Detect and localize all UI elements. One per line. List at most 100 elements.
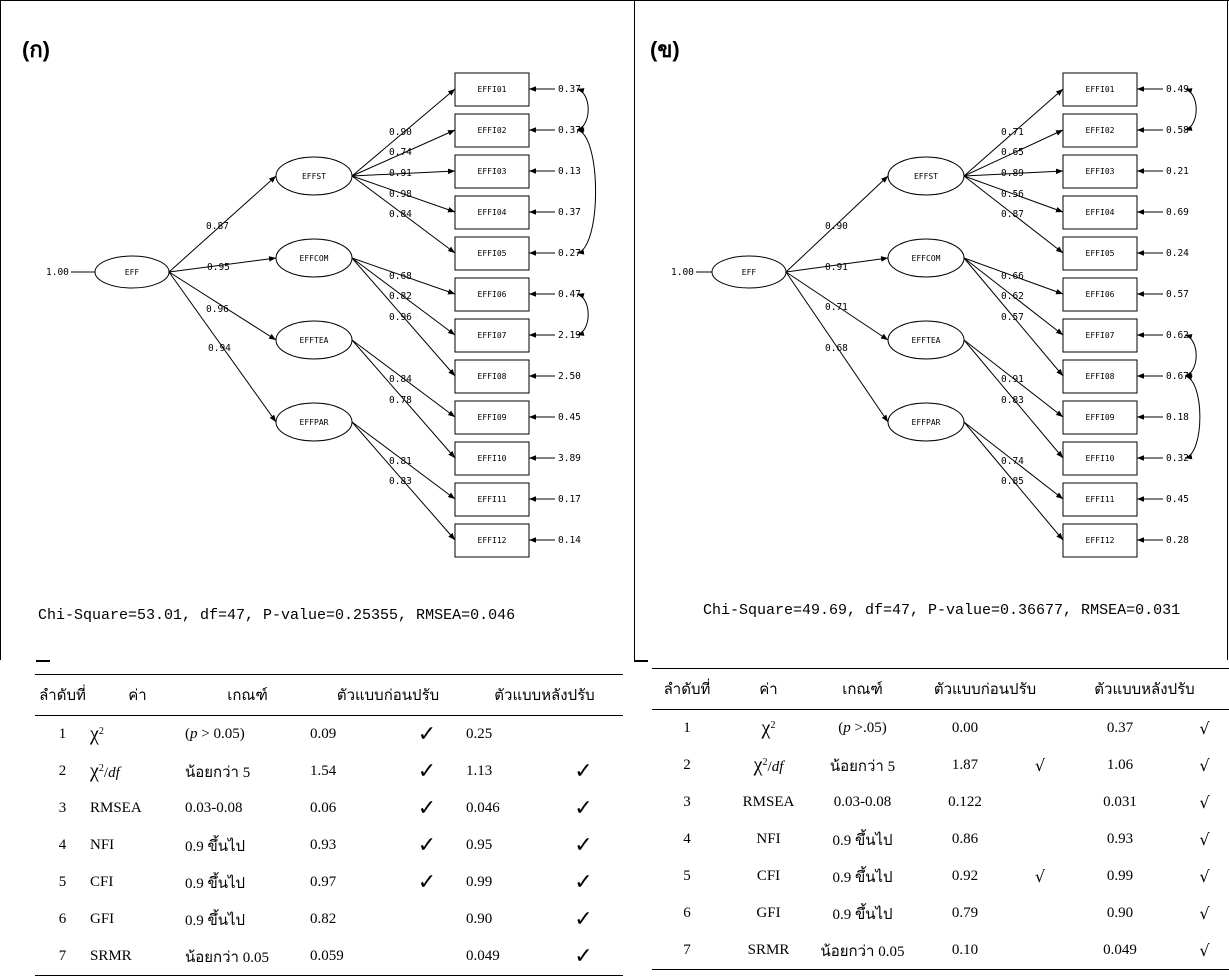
indicator-path-arrow [963,168,1064,177]
indicator-path-arrow [963,88,1064,177]
indicator-box [454,482,530,517]
table-row: 2 χ2/df น้อยกว่า 5 1.54 ✓ 1.13 ✓ [35,753,623,790]
factor-loading-label: 0.90 [825,221,848,232]
error-variance-label: 0.45 [558,412,581,423]
indicator-name: EFFI06 [1086,290,1115,299]
indicator-name: EFFI09 [1086,413,1115,422]
indicator-box [1062,359,1138,394]
table-header-cell: ตัวแบบก่อนปรับ [933,682,1037,698]
error-variance-label: 0.32 [1166,453,1189,464]
factor-latent-name: EFFST [914,172,938,181]
fit-index-cell: GFI [90,911,115,927]
indicator-box [1062,400,1138,435]
indicator-path-arrow [351,168,456,177]
error-variance-label: 2.50 [558,371,581,382]
indicator-loading-label: 0.98 [389,189,412,200]
indicator-loading-label: 0.65 [1001,147,1024,158]
indicator-loading-label: 0.56 [1001,189,1024,200]
criterion-cell: น้อยกว่า 0.05 [185,949,269,966]
criterion-cell: (p >.05) [838,720,887,736]
panel-a-corner-tick [36,660,50,662]
after-value-cell: 0.90 [1106,905,1134,921]
factor-loading-label: 0.94 [208,343,231,354]
error-covariance-arc [1184,88,1197,131]
table-row: 1 χ2 (p >.05) 0.00 0.37 √ [652,710,1229,748]
fit-index-cell: χ2 [90,723,104,745]
panel-b-fit-statistics: Chi-Square=49.69, df=47, P-value=0.36677… [703,602,1181,619]
indicator-box [454,400,530,435]
indicator-name: EFFI02 [478,126,507,135]
error-variance-label: 0.67 [1166,371,1189,382]
factor-latent-name: EFFST [302,172,326,181]
before-check-mark: ✓ [417,870,437,895]
error-variance-label: 0.14 [558,535,581,546]
indicator-name: EFFI10 [478,454,507,463]
table-row: 2 χ2/df น้อยกว่า 5 1.87 √ 1.06 √ [652,747,1229,784]
error-variance-label: 0.21 [1166,166,1189,177]
indicator-name: EFFI11 [478,495,507,504]
row-number-cell: 1 [683,720,691,736]
indicator-name: EFFI07 [478,331,507,340]
indicator-path-arrow [351,421,456,541]
indicator-loading-label: 0.87 [1001,209,1024,220]
row-number-cell: 3 [683,794,691,810]
frame-divider [634,0,635,660]
before-value-cell: 0.82 [310,911,337,927]
indicator-loading-label: 0.85 [1001,476,1024,487]
indicator-box [454,195,530,230]
frame-left-border [0,0,1,660]
indicator-loading-label: 0.81 [389,456,412,467]
error-variance-label: 2.19 [558,330,581,341]
before-value-cell: 1.54 [310,763,337,779]
indicator-name: EFFI05 [478,249,507,258]
error-variance-label: 0.49 [1166,84,1189,95]
error-variance-label: 0.58 [1166,125,1189,136]
table-header-cell: ลำดับที่ [663,682,711,698]
after-check-mark: ✓ [574,796,593,821]
fit-index-cell: GFI [756,905,781,921]
fit-index-cell: RMSEA [90,800,142,816]
before-value-cell: 0.059 [310,948,344,964]
factor-loading-label: 0.95 [207,262,230,273]
indicator-loading-label: 0.66 [1001,271,1024,282]
after-check-mark: √ [1199,756,1210,775]
after-check-mark: ✓ [574,759,593,784]
indicator-loading-label: 0.89 [1001,168,1024,179]
indicator-loading-label: 0.91 [1001,374,1024,385]
table-header-cell: ค่า [128,688,147,704]
root-latent-name: EFF [742,268,757,277]
indicator-box [454,318,530,353]
before-value-cell: 0.122 [948,794,982,810]
error-covariance-arc [576,128,596,255]
panel-a-fit-table: ลำดับที่ ค่า เกณฑ์ ตัวแบบก่อนปรับ ตัวแบบหลัง… [35,674,623,976]
row-number-cell: 7 [58,948,67,964]
row-number-cell: 5 [58,874,67,890]
after-check-mark: √ [1199,867,1210,886]
table-row: 3 RMSEA 0.03-0.08 0.06 ✓ 0.046 ✓ [35,790,623,827]
indicator-loading-label: 0.74 [1001,456,1024,467]
after-check-mark: √ [1199,941,1210,960]
after-value-cell: 0.049 [1103,942,1137,958]
error-covariance-arc [1184,374,1201,460]
indicator-path-arrow [351,339,456,418]
indicator-path-arrow [963,175,1064,254]
after-value-cell: 0.95 [466,837,493,853]
factor-loading-label: 0.68 [825,343,848,354]
after-value-cell: 0.99 [466,874,493,890]
frame-top-border [0,0,1229,1]
before-value-cell: 0.10 [951,942,979,958]
indicator-loading-label: 0.68 [389,271,412,282]
root-variance-label: 1.00 [671,267,694,278]
table-row: 1 χ2 (p > 0.05) 0.09 ✓ 0.25 [35,716,623,754]
factor-path-arrow [168,256,277,273]
after-check-mark: √ [1199,830,1210,849]
criterion-cell: 0.9 ขึ้นไป [832,869,893,886]
indicator-name: EFFI04 [1086,208,1115,217]
error-variance-label: 0.37 [558,125,581,136]
indicator-path-arrow [351,339,456,459]
before-check-mark: ✓ [417,796,437,821]
panel-b-corner-tick [634,660,648,662]
table-header-cell: ลำดับที่ [39,688,86,704]
before-check-mark [1020,710,1060,748]
table-header-cell: เกณฑ์ [227,688,268,704]
